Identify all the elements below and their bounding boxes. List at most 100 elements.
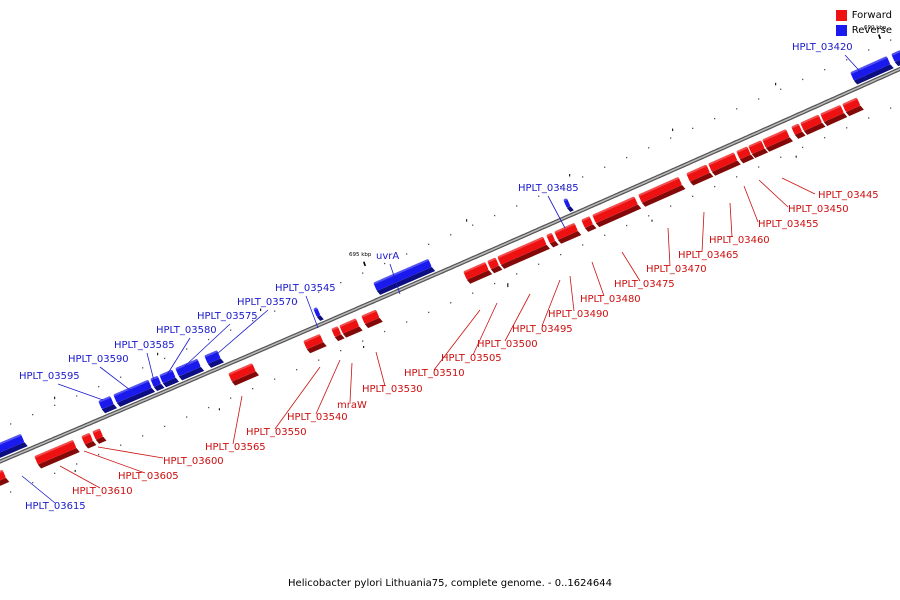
guide-dot [362,272,364,274]
gene-block-hplt-03510 [463,261,493,284]
lower-guide-row [10,107,892,493]
gene-block-hplt-03460 [708,152,741,176]
gene-gloss [92,428,101,434]
gene-label: HPLT_03465 [678,250,739,261]
gene-label: HPLT_03580 [156,325,217,336]
guide-dot [648,147,650,149]
gene-face [497,236,547,265]
guide-dot [780,156,782,158]
gene-gloss [228,363,253,376]
gene-block-hplt-03420 [850,56,894,85]
gene-label: HPLT_03540 [287,412,348,423]
minor-tick [672,128,674,132]
guide-dot [274,310,276,312]
label-leader-line [146,352,156,386]
gene-label: HPLT_03570 [237,297,298,308]
guide-dot [406,321,408,323]
map-caption: Helicobacter pylori Lithuania75, complet… [288,578,612,589]
guide-dot [120,444,122,446]
minor-tick [218,408,220,411]
label-leader-line [758,179,789,208]
backbone-shadow [0,66,900,464]
gene-gloss [563,198,568,202]
guide-dot [98,453,100,456]
guide-dot [846,127,848,129]
gene-face [708,152,737,172]
gene-gloss [546,232,553,237]
gene-gloss [0,469,4,476]
gene-side [595,204,642,228]
gene-face [339,318,359,334]
gene-gloss [820,104,842,116]
gene-face [92,428,103,440]
gene-side [641,185,686,207]
gene-side [342,326,363,338]
guide-dot [98,385,100,388]
gene-label: HPLT_03505 [441,353,502,364]
gene-face [563,198,570,208]
legend-item-forward: Forward [835,8,892,23]
label-leader-line [99,366,131,391]
guide-dot [780,88,782,90]
gene-side [794,131,806,139]
gene-face [313,307,320,317]
minor-tick [795,155,797,158]
label-leader-line [781,177,816,195]
gene-side [207,358,224,368]
guide-dot [142,367,144,369]
gene-side [178,366,205,381]
gene-side [549,240,559,248]
gene-gloss [736,146,748,154]
minor-tick [651,219,653,222]
legend: Forward Reverse [835,8,892,38]
guide-dot [868,49,870,51]
gene-label: HPLT_03460 [709,235,770,246]
legend-label-forward: Forward [851,10,892,21]
guide-dot [890,107,892,109]
gene-face [736,146,751,159]
gene-side [711,160,741,176]
guide-dot [318,291,320,293]
scale-tick-label: 695 kbp [349,252,372,258]
guide-dot [340,349,342,352]
guide-dot [340,281,342,284]
gene-side [823,113,848,126]
gene-block-hplt-03595 [98,395,118,414]
label-leader-line [389,263,401,295]
gene-gloss [339,318,357,328]
label-leader-line [184,323,231,367]
gene-face [0,470,6,482]
guide-dot [274,378,276,380]
scale-ticks: 690 kbp 695 kbp [54,25,887,472]
gene-face [800,115,822,131]
gene-gloss [98,395,111,403]
guide-dot [846,59,848,61]
guide-dot [208,338,210,341]
forward-swatch [835,10,847,21]
gene-face [373,259,432,291]
guide-dot [626,156,628,159]
guide-dot [428,311,430,314]
gene-gloss [113,379,149,397]
gene-gloss [708,152,735,166]
guide-dot [648,215,650,217]
guide-dot [494,282,496,285]
gene-block-hplt-03545 [313,307,324,321]
guide-dot [10,491,12,493]
gene-gloss [842,97,858,106]
gene-face [762,129,790,148]
gene-block-hplt-03610 [34,439,80,469]
guide-dot [626,224,628,227]
gene-side [689,172,714,186]
guide-dot [362,340,364,342]
gene-side [765,137,793,152]
gene-block-hplt-03590 [113,379,156,407]
gene-side [231,371,260,386]
gene-side [101,404,118,414]
gene-label: HPLT_03470 [646,264,707,275]
gene-gloss [34,439,74,459]
gene-face [638,177,682,203]
gene-block-hplt-03440 [820,104,848,126]
label-leader-line [315,359,341,415]
gene-label: HPLT_03485 [518,183,579,194]
